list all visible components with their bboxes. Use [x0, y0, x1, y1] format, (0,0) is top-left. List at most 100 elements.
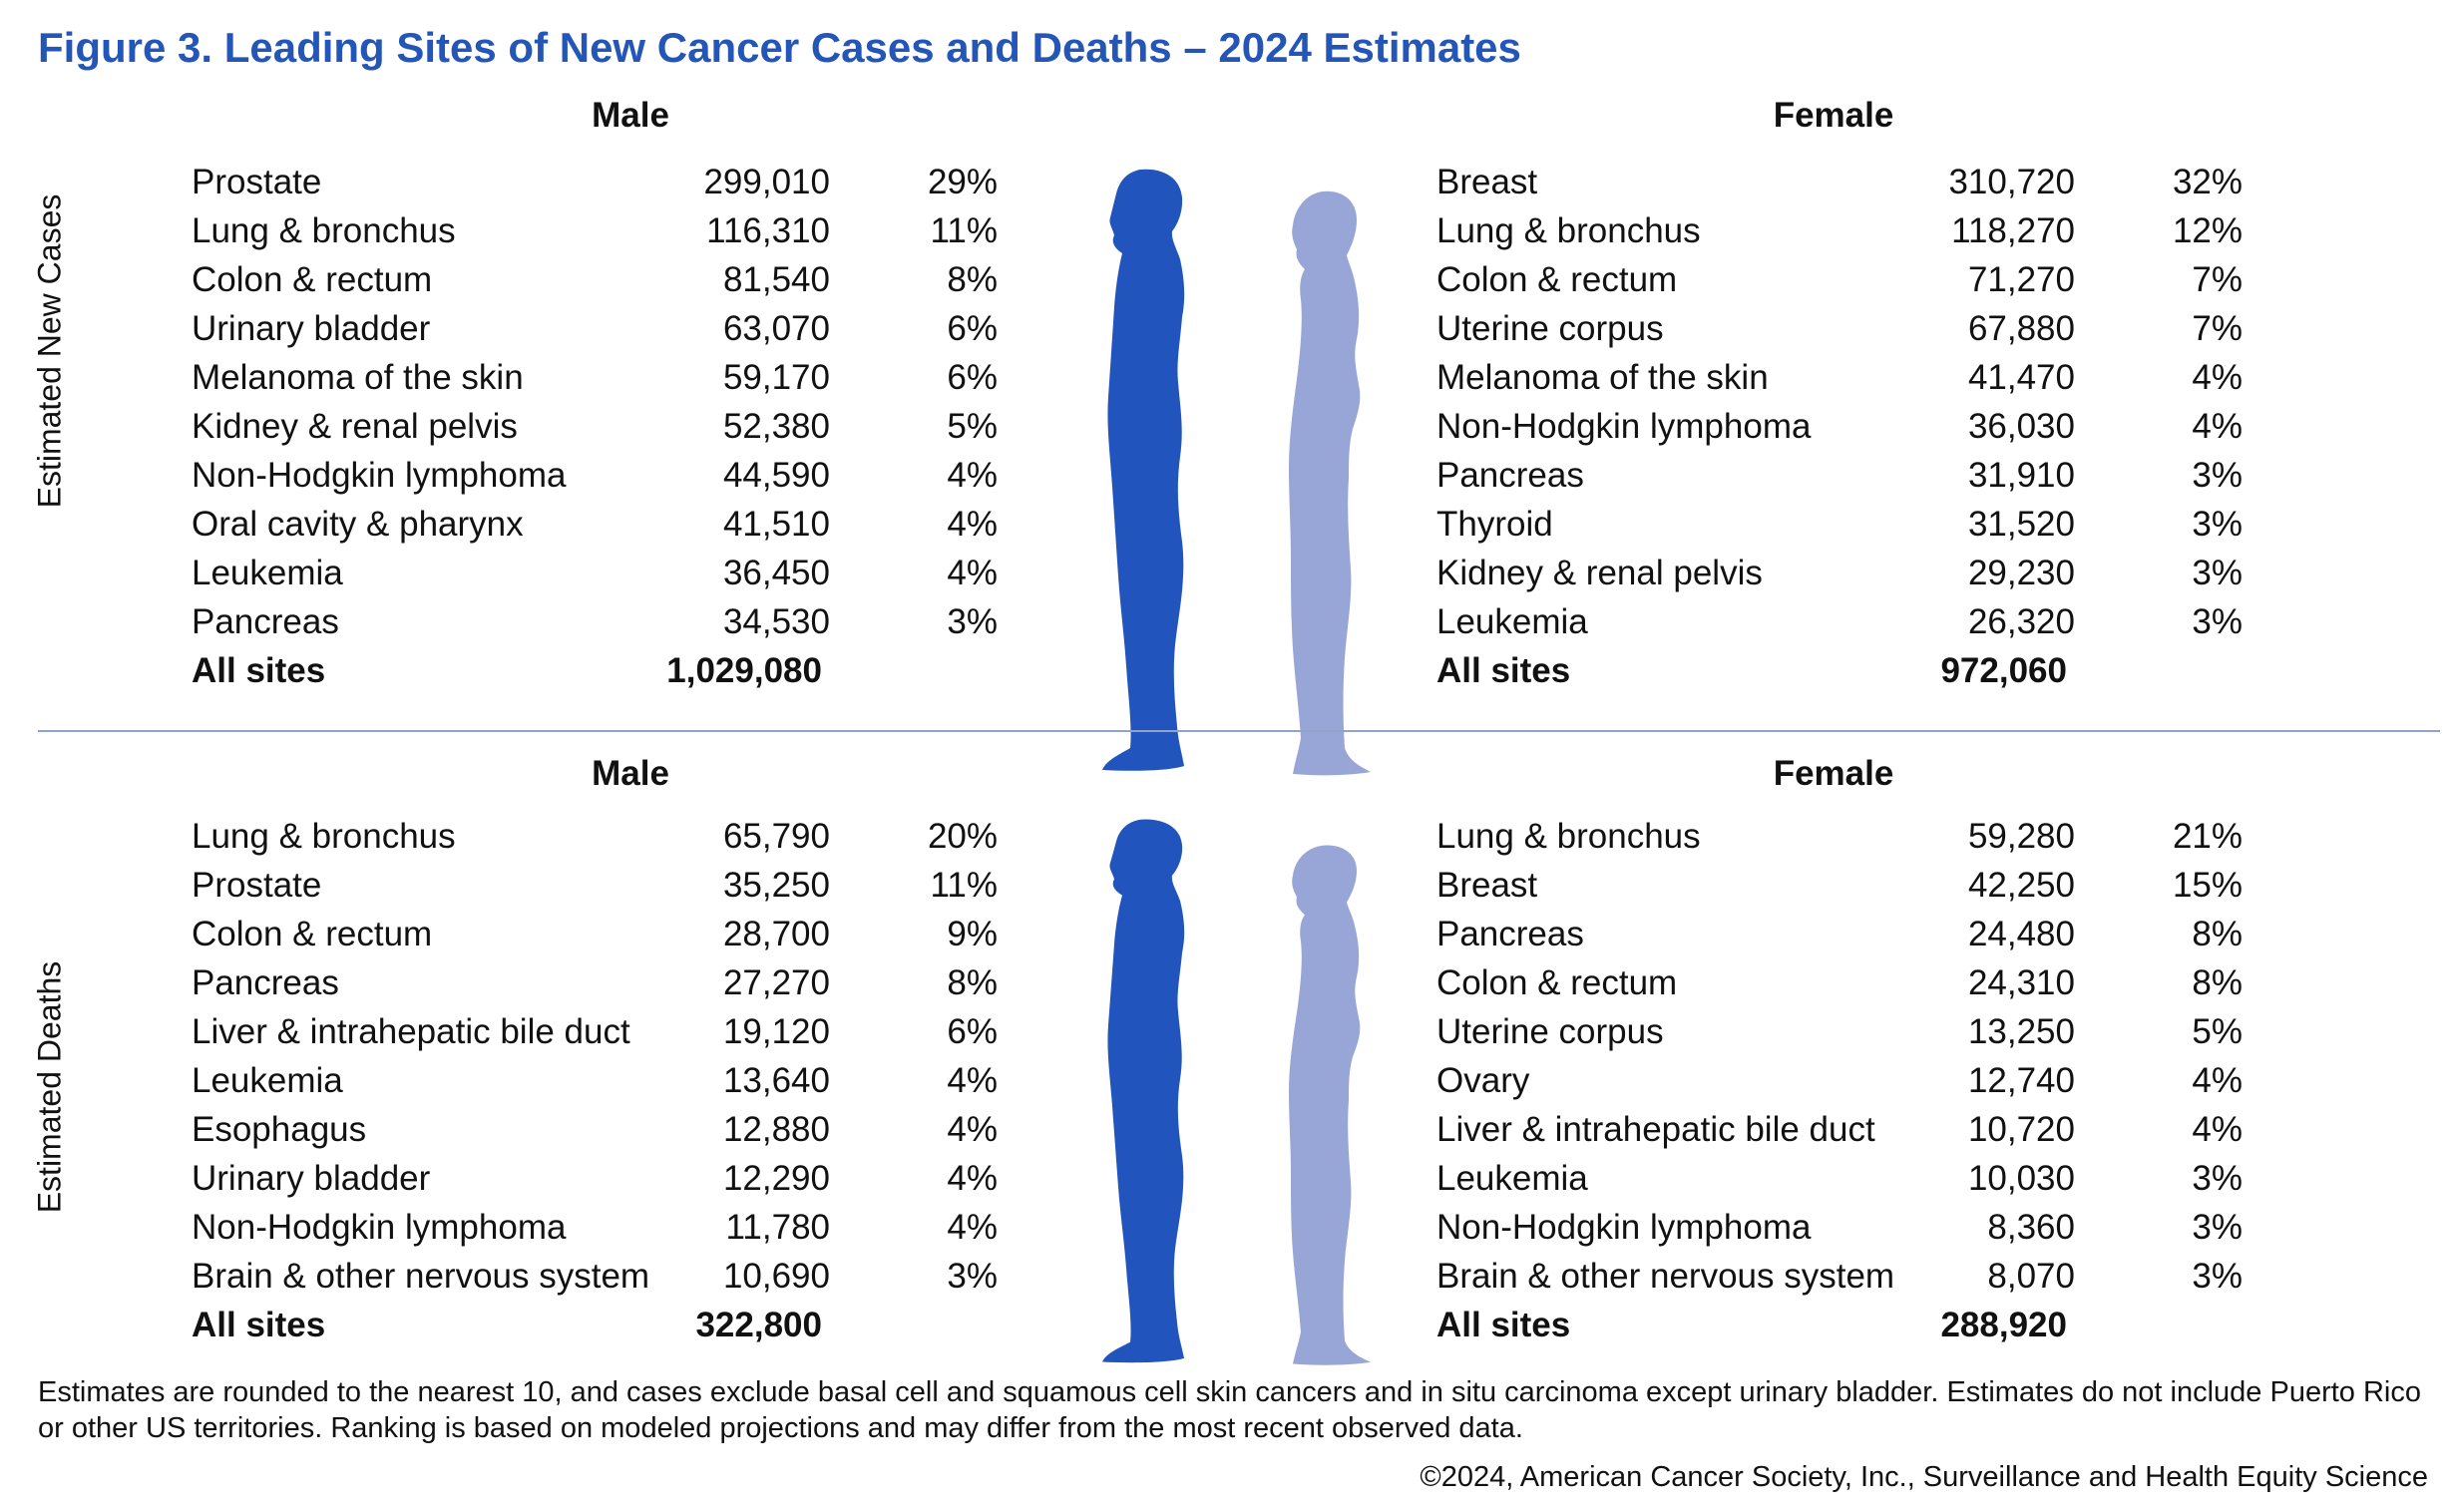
percent-share: 20% [927, 817, 998, 856]
table-row: Prostate 35,250 11% [192, 861, 1039, 910]
case-count: 13,640 [722, 1061, 830, 1100]
female-silhouette-icon [1289, 845, 1371, 1365]
total-count: 288,920 [1940, 1306, 2067, 1344]
percent-share: 21% [2172, 817, 2243, 856]
site-name: Brain & other nervous system [192, 1257, 650, 1296]
female-body-shape [1289, 845, 1371, 1365]
case-count: 44,590 [722, 456, 830, 495]
male-cases-table: Prostate 299,010 29% Lung & bronchus 116,310… [192, 158, 1039, 716]
site-name: Thyroid [1436, 505, 1553, 544]
case-count: 81,540 [722, 260, 830, 299]
total-label: All sites [192, 651, 326, 690]
site-name: Urinary bladder [192, 1159, 431, 1198]
case-count: 12,880 [722, 1110, 830, 1149]
percent-share: 3% [2192, 554, 2243, 592]
case-count: 24,310 [1967, 963, 2075, 1002]
site-name: Leukemia [192, 554, 343, 592]
percent-share: 29% [927, 163, 998, 201]
table-row: Urinary bladder 12,290 4% [192, 1154, 1039, 1203]
male-body-shape [1102, 819, 1185, 1363]
percent-share: 9% [947, 915, 998, 953]
table-row: Non-Hodgkin lymphoma 44,590 4% [192, 451, 1039, 500]
side-label-new-cases: Estimated New Cases [31, 193, 68, 509]
female-heading: Female [1773, 754, 1894, 793]
site-name: Liver & intrahepatic bile duct [1436, 1110, 1875, 1149]
site-name: Lung & bronchus [192, 211, 456, 250]
total-count: 1,029,080 [666, 651, 822, 690]
site-name: Leukemia [1436, 602, 1588, 641]
table-row: Colon & rectum 81,540 8% [192, 255, 1039, 304]
percent-share: 4% [947, 1208, 998, 1247]
site-name: Breast [1436, 866, 1538, 905]
section-divider [38, 730, 2440, 732]
site-name: Colon & rectum [192, 260, 433, 299]
total-label: All sites [192, 1306, 326, 1344]
table-row: Pancreas 27,270 8% [192, 958, 1039, 1007]
percent-share: 3% [2192, 1257, 2243, 1296]
table-row: Colon & rectum 28,700 9% [192, 910, 1039, 958]
case-count: 35,250 [722, 866, 830, 905]
case-count: 118,270 [1951, 211, 2075, 250]
site-name: Esophagus [192, 1110, 367, 1149]
total-count: 322,800 [695, 1306, 822, 1344]
percent-share: 4% [947, 554, 998, 592]
percent-share: 4% [2192, 1061, 2243, 1100]
percent-share: 3% [2192, 456, 2243, 495]
site-name: Liver & intrahepatic bile duct [192, 1012, 630, 1051]
case-count: 42,250 [1967, 866, 2075, 905]
table-row: Uterine corpus 13,250 5% [1436, 1007, 2284, 1056]
percent-share: 8% [2192, 963, 2243, 1002]
percent-share: 11% [930, 211, 998, 250]
site-name: Colon & rectum [1436, 260, 1678, 299]
percent-share: 4% [2192, 407, 2243, 446]
percent-share: 11% [930, 866, 998, 905]
site-name: Lung & bronchus [1436, 211, 1701, 250]
percent-share: 6% [947, 358, 998, 397]
site-name: Breast [1436, 163, 1538, 201]
site-name: Pancreas [1436, 915, 1584, 953]
table-row: Melanoma of the skin 41,470 4% [1436, 353, 2284, 402]
case-count: 67,880 [1967, 309, 2075, 348]
table-row: Breast 42,250 15% [1436, 861, 2284, 910]
total-row: All sites 972,060 [1436, 646, 2284, 695]
site-name: Melanoma of the skin [1436, 358, 1769, 397]
percent-share: 8% [947, 963, 998, 1002]
site-name: Prostate [192, 163, 322, 201]
side-label-deaths: Estimated Deaths [31, 960, 68, 1214]
female-heading: Female [1773, 96, 1894, 135]
site-name: Kidney & renal pelvis [1436, 554, 1763, 592]
case-count: 65,790 [722, 817, 830, 856]
percent-share: 3% [2192, 505, 2243, 544]
site-name: Non-Hodgkin lymphoma [192, 1208, 567, 1247]
case-count: 8,360 [1987, 1208, 2075, 1247]
percent-share: 4% [2192, 1110, 2243, 1149]
site-name: Uterine corpus [1436, 1012, 1664, 1051]
table-row: Brain & other nervous system 8,070 3% [1436, 1252, 2284, 1301]
case-count: 36,450 [722, 554, 830, 592]
site-name: Pancreas [192, 963, 339, 1002]
case-count: 310,720 [1948, 163, 2075, 201]
site-name: Ovary [1436, 1061, 1530, 1100]
case-count: 41,510 [722, 505, 830, 544]
table-row: Non-Hodgkin lymphoma 36,030 4% [1436, 402, 2284, 451]
case-count: 27,270 [722, 963, 830, 1002]
table-row: Leukemia 36,450 4% [192, 549, 1039, 597]
percent-share: 3% [2192, 602, 2243, 641]
percent-share: 5% [947, 407, 998, 446]
total-count: 972,060 [1940, 651, 2067, 690]
case-count: 31,910 [1967, 456, 2075, 495]
site-name: Pancreas [1436, 456, 1584, 495]
percent-share: 3% [2192, 1159, 2243, 1198]
percent-share: 4% [947, 505, 998, 544]
percent-share: 15% [2172, 866, 2243, 905]
table-row: Urinary bladder 63,070 6% [192, 304, 1039, 353]
case-count: 13,250 [1967, 1012, 2075, 1051]
site-name: Prostate [192, 866, 322, 905]
case-count: 34,530 [722, 602, 830, 641]
table-row: Colon & rectum 24,310 8% [1436, 958, 2284, 1007]
case-count: 59,170 [722, 358, 830, 397]
case-count: 29,230 [1967, 554, 2075, 592]
site-name: Oral cavity & pharynx [192, 505, 524, 544]
table-row: Liver & intrahepatic bile duct 10,720 4% [1436, 1105, 2284, 1154]
percent-share: 4% [947, 456, 998, 495]
